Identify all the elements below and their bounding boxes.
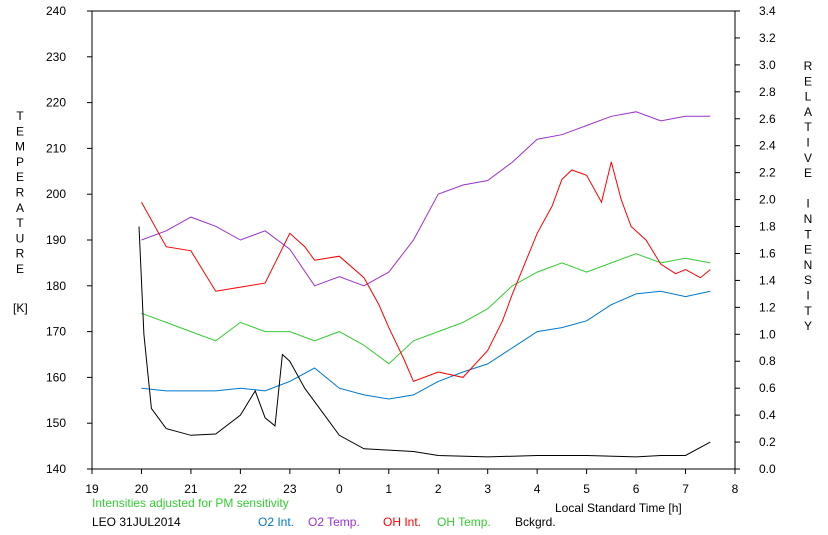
right-tick-label: 0.2: [759, 435, 776, 449]
left-axis-label-letter: T: [16, 216, 24, 230]
left-tick-label: 140: [46, 462, 66, 476]
legend-entry: O2 Int.: [258, 515, 294, 529]
x-tick-label: 4: [534, 482, 541, 496]
x-axis-ticks: 19 20 21 22 23 0 1 2 3 4 5 6 7 8: [85, 469, 739, 496]
right-tick-label: 1.6: [759, 246, 776, 260]
x-tick-label: 3: [484, 482, 491, 496]
right-tick-label: 0.4: [759, 408, 776, 422]
x-tick-label: 20: [135, 482, 149, 496]
left-axis-label-letter: R: [16, 186, 25, 200]
x-tick-label: 6: [633, 482, 640, 496]
left-axis-label-letter: E: [16, 124, 24, 138]
right-tick-label: 2.4: [759, 139, 776, 153]
x-tick-label: 1: [385, 482, 392, 496]
right-axis-label-letter: L: [805, 90, 812, 104]
right-tick-label: 2.8: [759, 85, 776, 99]
legend-entry: OH Int.: [383, 515, 421, 529]
right-axis-label-letter: A: [804, 105, 812, 119]
left-tick-label: 210: [46, 141, 66, 155]
left-tick-label: 190: [46, 233, 66, 247]
series-o2-temp-line: [141, 111, 711, 287]
right-axis-label-letter: N: [804, 258, 813, 272]
right-tick-label: 2.0: [759, 193, 776, 207]
x-tick-label: 23: [283, 482, 297, 496]
left-axis-label-letter: E: [16, 262, 24, 276]
right-axis-label-letter: R: [804, 59, 813, 73]
right-axis-label-letter: N: [804, 212, 813, 226]
right-axis-label-letter: I: [806, 289, 809, 303]
right-axis-label-letter: Y: [804, 319, 812, 333]
left-axis-label-letter: R: [16, 247, 25, 261]
left-axis-label-letter: A: [16, 201, 24, 215]
left-axis-label-letter: M: [15, 140, 25, 154]
series-layer: [138, 111, 711, 458]
left-tick-label: 200: [46, 187, 66, 201]
left-tick-label: 180: [46, 279, 66, 293]
right-axis-label-letter: E: [804, 74, 812, 88]
right-tick-label: 3.2: [759, 31, 776, 45]
right-axis-ticks: 0.0 0.2 0.4 0.6 0.8 1.0 1.2 1.4 1.6 1.8 2.0 2.2 2.4 2…: [735, 4, 776, 476]
legend: O2 Int. O2 Temp. OH Int. OH Temp. Bckgrd.: [258, 515, 556, 529]
right-tick-label: 0.6: [759, 381, 776, 395]
left-tick-label: 150: [46, 416, 66, 430]
legend-entry: O2 Temp.: [308, 515, 360, 529]
right-axis-label-letter: E: [804, 166, 812, 180]
left-axis-ticks: 140 150 160 170 180 190 200 210 220 230 240: [46, 4, 92, 476]
right-tick-label: 1.4: [759, 273, 776, 287]
x-tick-label: 21: [184, 482, 198, 496]
pm-sensitivity-note: Intensities adjusted for PM sensitivity: [92, 496, 289, 510]
left-axis-unit: [K]: [13, 301, 28, 315]
series-oh-int-line: [141, 161, 711, 383]
right-tick-label: 2.6: [759, 112, 776, 126]
right-tick-label: 1.8: [759, 220, 776, 234]
right-axis-label-letter: T: [804, 120, 812, 134]
left-tick-label: 220: [46, 96, 66, 110]
right-tick-label: 0.0: [759, 462, 776, 476]
right-tick-label: 2.2: [759, 166, 776, 180]
right-axis-label-letter: V: [804, 151, 812, 165]
left-tick-label: 240: [46, 4, 66, 18]
x-tick-label: 7: [682, 482, 689, 496]
x-tick-label: 2: [435, 482, 442, 496]
right-axis-label-letter: T: [804, 227, 812, 241]
x-axis-label: Local Standard Time [h]: [555, 501, 682, 515]
right-tick-label: 1.0: [759, 327, 776, 341]
left-tick-label: 160: [46, 370, 66, 384]
legend-entry: OH Temp.: [437, 515, 491, 529]
right-tick-label: 3.0: [759, 58, 776, 72]
series-bckgrd-line: [138, 226, 711, 458]
series-o2-int-line: [141, 290, 711, 400]
x-tick-label: 8: [732, 482, 739, 496]
x-tick-label: 22: [234, 482, 248, 496]
right-axis-label-letter: E: [804, 243, 812, 257]
station-date-label: LEO 31JUL2014: [92, 515, 181, 529]
x-tick-label: 0: [336, 482, 343, 496]
left-axis-label-letter: U: [16, 231, 25, 245]
x-tick-label: 5: [583, 482, 590, 496]
x-tick-label: 19: [85, 482, 99, 496]
legend-entry: Bckgrd.: [515, 515, 556, 529]
right-tick-label: 3.4: [759, 4, 776, 18]
left-axis-label-letter: E: [16, 170, 24, 184]
right-tick-label: 0.8: [759, 354, 776, 368]
left-axis-label-letter: P: [16, 155, 24, 169]
left-tick-label: 170: [46, 325, 66, 339]
right-axis-label-letter: I: [806, 197, 809, 211]
right-axis-label-letter: T: [804, 304, 812, 318]
right-axis-label-letter: S: [804, 273, 812, 287]
right-tick-label: 1.2: [759, 300, 776, 314]
left-tick-label: 230: [46, 50, 66, 64]
series-oh-temp-line: [141, 253, 711, 365]
left-axis-label-letter: T: [16, 109, 24, 123]
right-axis-label-letter: I: [806, 136, 809, 150]
